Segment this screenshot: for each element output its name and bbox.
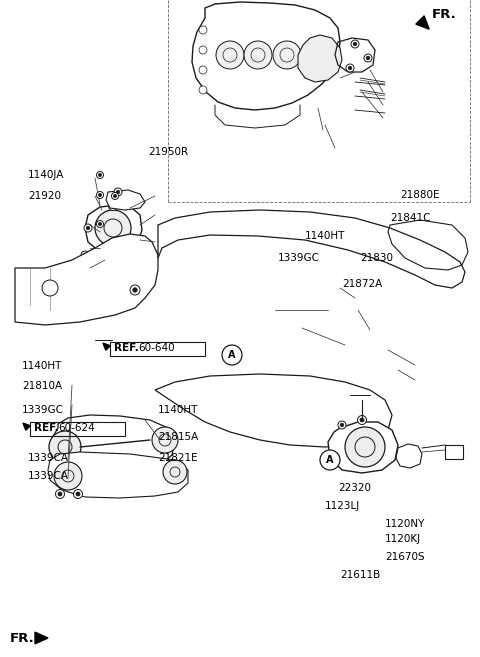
Circle shape	[56, 489, 64, 499]
Circle shape	[108, 202, 118, 210]
Text: 21950R: 21950R	[148, 147, 188, 157]
Text: 21821E: 21821E	[158, 453, 198, 463]
Circle shape	[58, 492, 62, 496]
Text: REF.: REF.	[114, 343, 139, 353]
Circle shape	[152, 427, 178, 453]
Circle shape	[54, 462, 82, 490]
Polygon shape	[103, 343, 110, 350]
Circle shape	[114, 188, 122, 196]
Circle shape	[320, 450, 340, 470]
Polygon shape	[298, 35, 342, 82]
Circle shape	[49, 431, 81, 463]
Bar	[110, 342, 205, 356]
Circle shape	[111, 193, 119, 200]
Text: 1339GC: 1339GC	[22, 405, 64, 415]
Circle shape	[111, 204, 115, 208]
Text: 1140HT: 1140HT	[158, 405, 198, 415]
Polygon shape	[328, 422, 398, 473]
Text: 21920: 21920	[28, 191, 61, 201]
Circle shape	[244, 41, 272, 69]
Text: 1140JA: 1140JA	[28, 170, 64, 180]
Text: 21810A: 21810A	[22, 381, 62, 391]
Polygon shape	[155, 374, 392, 447]
Circle shape	[96, 191, 104, 198]
Circle shape	[364, 54, 372, 62]
Circle shape	[366, 57, 370, 60]
Circle shape	[91, 464, 99, 472]
Circle shape	[222, 345, 242, 365]
Text: FR.: FR.	[432, 9, 457, 22]
Circle shape	[346, 64, 354, 72]
Circle shape	[95, 210, 131, 246]
Text: 1339CA: 1339CA	[28, 471, 69, 481]
Circle shape	[86, 226, 90, 230]
Text: 21815A: 21815A	[158, 432, 198, 442]
Circle shape	[130, 285, 140, 295]
Polygon shape	[416, 16, 429, 29]
Polygon shape	[52, 415, 175, 472]
Text: 1140HT: 1140HT	[22, 361, 62, 371]
Text: REF.: REF.	[34, 423, 59, 433]
Polygon shape	[23, 423, 30, 430]
Polygon shape	[35, 632, 48, 644]
Circle shape	[199, 66, 207, 74]
Circle shape	[199, 46, 207, 54]
Circle shape	[113, 194, 117, 198]
Circle shape	[345, 427, 385, 467]
Text: FR.: FR.	[10, 631, 35, 645]
Circle shape	[96, 171, 104, 179]
Circle shape	[199, 86, 207, 94]
Text: A: A	[228, 350, 236, 360]
Circle shape	[338, 421, 346, 429]
Circle shape	[163, 460, 187, 484]
Circle shape	[76, 492, 80, 496]
Text: 1339CA: 1339CA	[28, 453, 69, 463]
Text: 22320: 22320	[338, 483, 371, 493]
Circle shape	[73, 489, 83, 499]
Bar	[30, 422, 125, 436]
Circle shape	[340, 423, 344, 427]
Polygon shape	[15, 234, 158, 325]
Polygon shape	[106, 190, 145, 210]
Circle shape	[116, 190, 120, 194]
Circle shape	[98, 173, 102, 177]
Text: 1123LJ: 1123LJ	[325, 501, 360, 511]
Circle shape	[199, 26, 207, 34]
Circle shape	[93, 466, 97, 470]
Text: 21841C: 21841C	[390, 213, 431, 223]
Circle shape	[358, 415, 367, 424]
Polygon shape	[158, 210, 465, 288]
Polygon shape	[48, 452, 188, 498]
Circle shape	[83, 253, 87, 257]
Text: 21872A: 21872A	[342, 279, 382, 289]
Circle shape	[353, 42, 357, 46]
Circle shape	[348, 66, 352, 70]
Text: 1120NY: 1120NY	[385, 519, 425, 529]
Circle shape	[360, 418, 364, 422]
Text: 1120KJ: 1120KJ	[385, 534, 421, 544]
Circle shape	[84, 224, 92, 232]
Circle shape	[81, 251, 89, 259]
Text: 60-624: 60-624	[58, 423, 95, 433]
Text: 1140HT: 1140HT	[305, 231, 346, 241]
Circle shape	[273, 41, 301, 69]
Circle shape	[98, 193, 102, 196]
Text: 60-640: 60-640	[138, 343, 175, 353]
Circle shape	[98, 223, 102, 225]
Text: 21830: 21830	[360, 253, 393, 263]
Text: 21880E: 21880E	[400, 190, 440, 200]
Circle shape	[96, 221, 104, 227]
Text: 21611B: 21611B	[340, 570, 380, 580]
Circle shape	[216, 41, 244, 69]
Circle shape	[42, 280, 58, 296]
Text: 1339GC: 1339GC	[278, 253, 320, 263]
Circle shape	[351, 40, 359, 48]
Text: A: A	[326, 455, 334, 465]
Text: 21670S: 21670S	[385, 552, 425, 562]
Circle shape	[133, 288, 137, 292]
Polygon shape	[396, 444, 422, 468]
Bar	[445, 445, 463, 459]
